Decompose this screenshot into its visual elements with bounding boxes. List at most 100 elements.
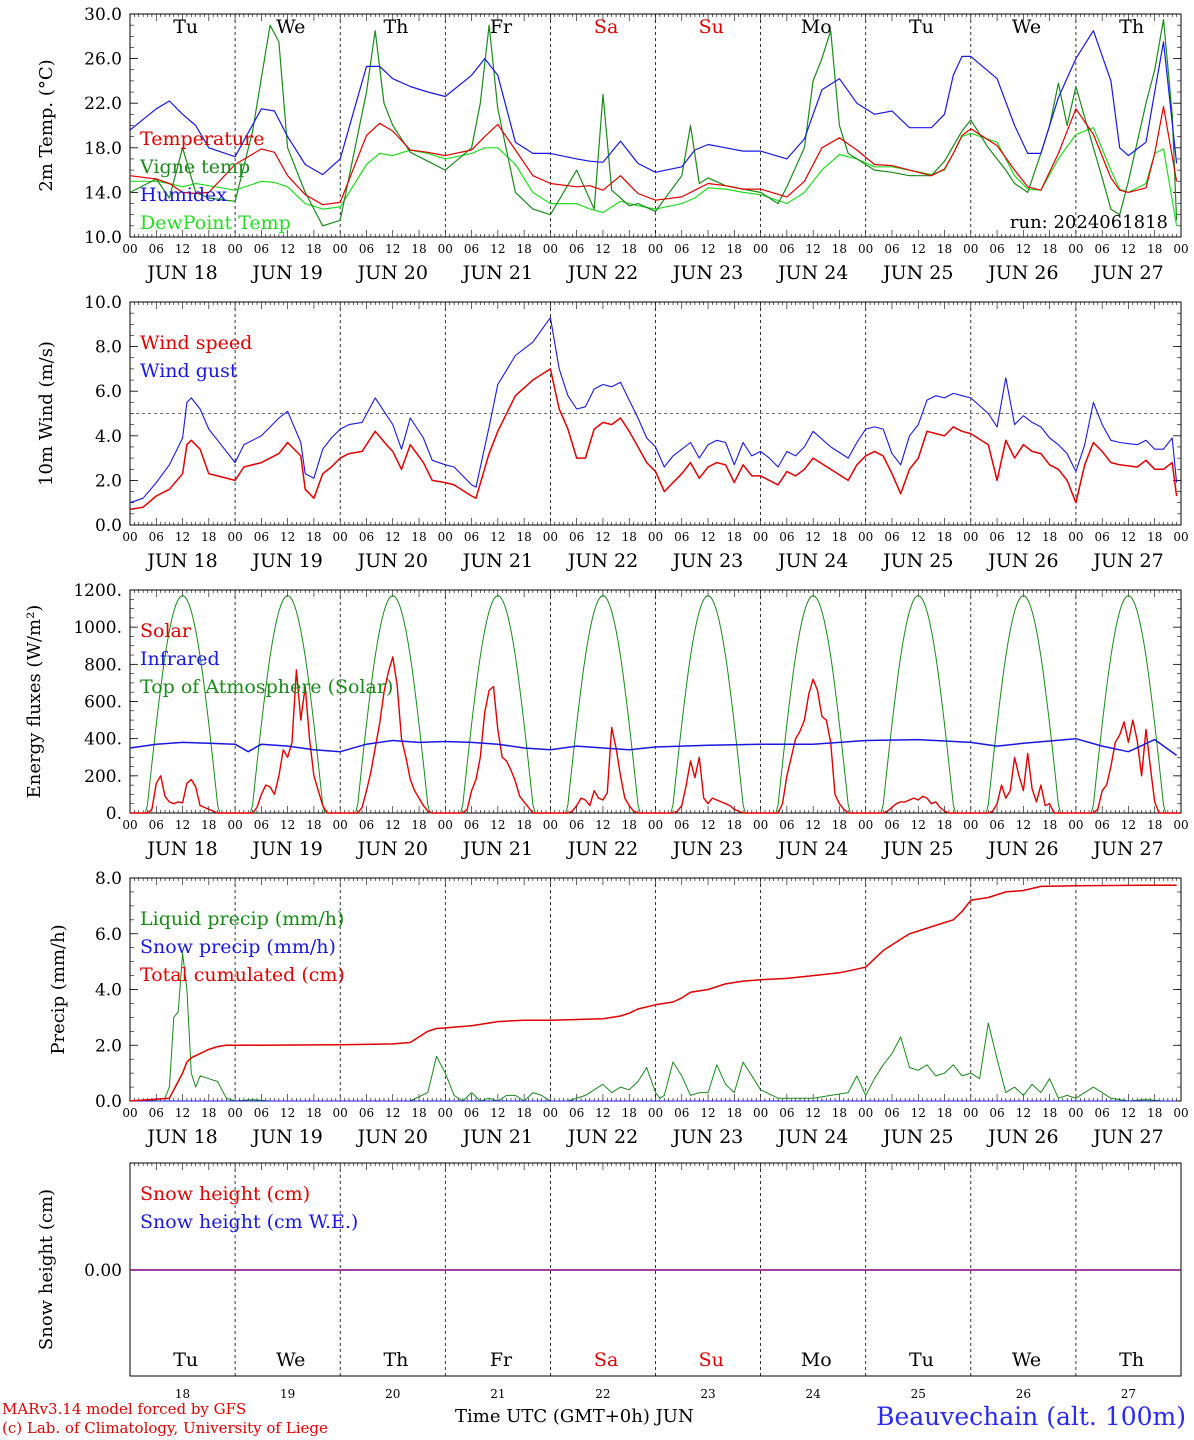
date-label: JUN 18 [145, 838, 217, 860]
hour-tick-label: 18 [1147, 818, 1162, 832]
day-name: Tu [909, 1349, 934, 1371]
day-name: We [276, 1349, 305, 1371]
hour-tick-label: 00 [122, 242, 137, 256]
hour-tick-label: 00 [648, 242, 663, 256]
y-axis-label: 10m Wind (m/s) [36, 341, 57, 486]
hour-tick-label: 00 [858, 242, 873, 256]
hour-tick-label: 18 [516, 1106, 531, 1120]
hour-tick-label: 06 [569, 1106, 584, 1120]
hour-tick-label: 00 [753, 530, 768, 544]
hour-tick-label: 00 [753, 818, 768, 832]
legend-entry: Humidex [140, 184, 227, 206]
day-number: 23 [700, 1387, 715, 1401]
hour-tick-label: 18 [411, 1106, 426, 1120]
hour-tick-label: 12 [175, 530, 190, 544]
hour-tick-label: 12 [595, 1106, 610, 1120]
y-tick-label: 400. [84, 730, 122, 750]
hour-tick-label: 00 [333, 242, 348, 256]
y-tick-label: 0.0 [95, 516, 122, 536]
date-label: JUN 19 [250, 550, 322, 572]
hour-tick-label: 12 [595, 818, 610, 832]
hour-tick-label: 00 [227, 1106, 242, 1120]
hour-tick-label: 18 [832, 1106, 847, 1120]
hour-tick-label: 18 [937, 818, 952, 832]
hour-tick-label: 00 [122, 530, 137, 544]
y-axis-label: Precip (mm/h) [48, 924, 69, 1054]
y-tick-label: 30.0 [84, 5, 122, 25]
hour-tick-label: 12 [911, 530, 926, 544]
hour-tick-label: 18 [201, 1106, 216, 1120]
y-tick-label: 200. [84, 767, 122, 787]
day-name: Mo [801, 1349, 832, 1371]
hour-tick-label: 00 [227, 242, 242, 256]
hour-tick-label: 18 [201, 530, 216, 544]
hour-tick-label: 12 [595, 242, 610, 256]
day-name: Mo [801, 16, 832, 38]
hour-tick-label: 06 [674, 818, 689, 832]
run-label: run: 2024061818 [1010, 212, 1168, 233]
hour-tick-label: 12 [385, 1106, 400, 1120]
series-total [129, 884, 1177, 1102]
hour-tick-label: 06 [359, 242, 374, 256]
hour-tick-label: 12 [490, 530, 505, 544]
hour-tick-label: 00 [858, 530, 873, 544]
day-name: We [276, 16, 305, 38]
hour-tick-label: 12 [1121, 818, 1136, 832]
hour-tick-label: 06 [779, 1106, 794, 1120]
hour-tick-label: 18 [1147, 530, 1162, 544]
day-name: Th [383, 1349, 408, 1371]
hour-tick-label: 18 [1042, 818, 1057, 832]
hour-tick-label: 18 [1042, 1106, 1057, 1120]
date-label: JUN 21 [461, 262, 533, 284]
day-number: 21 [490, 1387, 505, 1401]
day-number: 19 [280, 1387, 295, 1401]
hour-tick-label: 12 [280, 530, 295, 544]
legend-entry: Snow precip (mm/h) [140, 936, 336, 958]
model-credit: MARv3.14 model forced by GFS [2, 1400, 247, 1418]
hour-tick-label: 12 [911, 1106, 926, 1120]
y-tick-label: 6.0 [95, 382, 122, 402]
hour-tick-label: 06 [1095, 530, 1110, 544]
panel-5: 0.00 Snow height (cm) Snow height (cm) Snow… [36, 1162, 1182, 1401]
legend-entry: Temperature [140, 128, 264, 150]
day-name: Th [1119, 1349, 1144, 1371]
hour-tick-label: 12 [1016, 530, 1031, 544]
y-tick-label: 10.0 [84, 228, 122, 248]
day-name: Tu [173, 16, 198, 38]
date-label: JUN 19 [250, 1126, 322, 1148]
date-label: JUN 26 [986, 1126, 1058, 1148]
hour-tick-label: 12 [1121, 530, 1136, 544]
hour-tick-label: 00 [1068, 818, 1083, 832]
hour-tick-label: 00 [333, 530, 348, 544]
date-label: JUN 21 [461, 550, 533, 572]
hour-tick-label: 18 [832, 242, 847, 256]
date-label: JUN 24 [776, 1126, 848, 1148]
hour-tick-label: 00 [543, 818, 558, 832]
hour-tick-label: 12 [1016, 1106, 1031, 1120]
hour-tick-label: 06 [569, 242, 584, 256]
hour-tick-label: 12 [385, 242, 400, 256]
hour-tick-label: 00 [753, 242, 768, 256]
y-tick-label: 0.00 [84, 1261, 122, 1281]
hour-tick-label: 00 [543, 242, 558, 256]
series-vigne-temp [130, 19, 1178, 227]
hour-tick-label: 12 [385, 530, 400, 544]
hour-tick-label: 00 [438, 1106, 453, 1120]
hour-tick-label: 06 [779, 530, 794, 544]
hour-tick-label: 06 [674, 530, 689, 544]
hour-tick-label: 12 [806, 530, 821, 544]
legend-entry: Snow height (cm) [140, 1183, 310, 1205]
hour-tick-label: 18 [832, 818, 847, 832]
hour-tick-label: 00 [1068, 1106, 1083, 1120]
hour-tick-label: 06 [254, 818, 269, 832]
legend-entry: Wind gust [140, 360, 238, 382]
hour-tick-label: 00 [1173, 1106, 1188, 1120]
day-name: We [1012, 1349, 1041, 1371]
legend-entry: Top of Atmosphere (Solar) [140, 676, 393, 698]
day-name: Tu [173, 1349, 198, 1371]
hour-tick-label: 18 [306, 530, 321, 544]
hour-tick-label: 18 [937, 242, 952, 256]
hour-tick-label: 00 [122, 1106, 137, 1120]
hour-tick-label: 06 [884, 530, 899, 544]
